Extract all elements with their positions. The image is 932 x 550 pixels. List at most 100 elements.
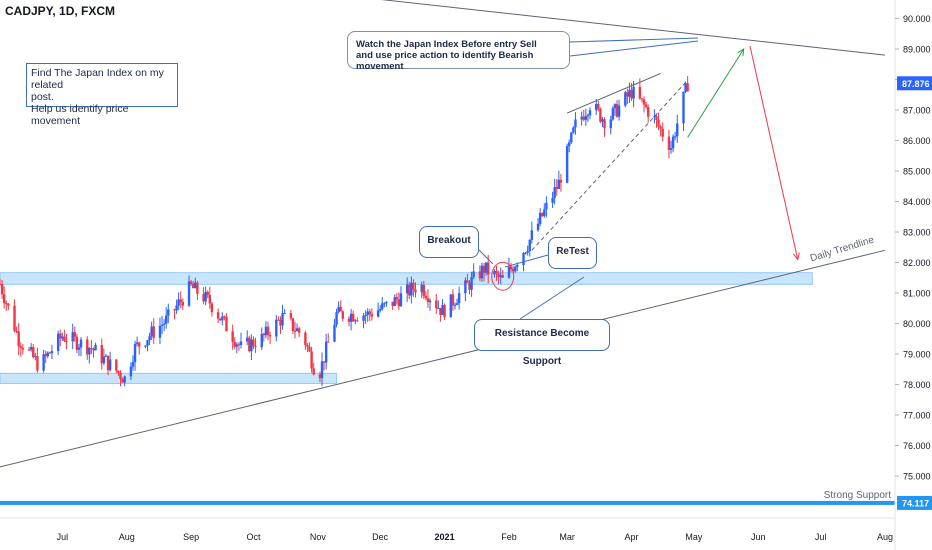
candle-body — [94, 345, 97, 351]
candle-body — [530, 230, 534, 240]
y-tick-label: 79.000 — [903, 350, 931, 360]
zones-layer: Strong Support — [0, 272, 895, 505]
candle-body — [268, 335, 272, 337]
candle-body — [233, 341, 236, 347]
candle-body — [642, 99, 646, 105]
candle-body — [543, 209, 546, 217]
x-tick-label: Jun — [751, 532, 766, 542]
candle-body — [129, 366, 133, 377]
breakout-circle — [491, 261, 515, 291]
y-tick-label: 77.000 — [903, 411, 931, 421]
x-tick-label: Sep — [183, 532, 199, 542]
candle-body — [617, 105, 621, 117]
candle-body — [281, 313, 284, 326]
candle-body — [2, 294, 6, 304]
candle-body — [557, 179, 561, 190]
candle-body — [322, 361, 326, 363]
candle-body — [603, 119, 606, 129]
x-tick-label: Nov — [310, 532, 327, 542]
wedge-top-line — [566, 72, 661, 114]
candle-body — [44, 354, 47, 357]
candle-body — [254, 346, 257, 348]
candle-body — [158, 325, 162, 338]
candle-body — [304, 332, 307, 346]
candle-body — [497, 273, 500, 278]
candle-body — [391, 301, 394, 306]
x-tick-label: May — [685, 532, 703, 542]
candle-body — [414, 289, 417, 293]
candle-body — [0, 283, 2, 285]
bullish-projection-head — [737, 48, 745, 57]
candle-body — [133, 343, 137, 363]
candle-body — [146, 340, 149, 346]
y-tick-label: 81.000 — [903, 289, 931, 299]
y-tick-label: 87.000 — [903, 106, 931, 116]
candle-body — [669, 148, 673, 150]
strong-support-line — [0, 500, 895, 505]
candle-body — [46, 352, 49, 357]
candle-body — [21, 347, 25, 350]
candle-body — [235, 344, 239, 347]
candle-body — [551, 197, 554, 203]
candle-body — [266, 326, 270, 336]
candle-body — [466, 280, 469, 283]
candle-body — [196, 282, 199, 294]
candle-body — [102, 356, 106, 364]
candle-body — [187, 281, 191, 306]
candle-body — [189, 281, 193, 284]
candle-body — [501, 275, 504, 278]
candle-body — [640, 98, 644, 100]
candle-body — [526, 250, 529, 253]
candle-body — [144, 345, 147, 347]
daily-trendline-label: Daily Trendline — [809, 234, 876, 264]
candle-body — [601, 119, 604, 122]
candle-body — [48, 352, 52, 354]
candle-body — [277, 319, 280, 321]
candle-body — [92, 348, 95, 351]
candle-body — [223, 316, 226, 318]
y-tick-label: 75.000 — [903, 472, 931, 482]
note-line-1: Find The Japan Index on my related — [31, 67, 164, 91]
candle-body — [451, 294, 455, 306]
current-price-tag-text: 87.876 — [902, 79, 930, 89]
candle-body — [73, 332, 76, 337]
candle-body — [150, 326, 153, 337]
candle-body — [310, 351, 313, 369]
candle-body — [351, 313, 355, 322]
candle-body — [295, 328, 299, 331]
y-tick-label: 84.000 — [903, 197, 931, 207]
candle-body — [17, 331, 20, 347]
candle-body — [528, 239, 531, 251]
candle-body — [655, 116, 658, 120]
y-tick-label: 82.000 — [903, 258, 931, 268]
candle-body — [121, 379, 124, 383]
candle-body — [32, 347, 35, 358]
top-note-pointer-a — [569, 37, 699, 43]
candle-body — [574, 119, 577, 128]
candle-body — [370, 314, 374, 317]
candle-body — [424, 295, 428, 299]
candle-body — [210, 303, 214, 313]
candle-body — [453, 304, 457, 306]
note-line-3: Help us identify price movement — [31, 103, 129, 127]
candle-body — [595, 104, 598, 111]
candle-body — [626, 92, 629, 97]
candle-body — [194, 282, 197, 289]
resistance-support-zone — [0, 272, 813, 285]
candle-body — [480, 265, 484, 279]
overlay-layer — [476, 37, 800, 320]
candle-body — [553, 187, 556, 198]
candle-body — [646, 107, 650, 117]
candle-body — [312, 368, 315, 375]
bullish-projection — [687, 48, 745, 138]
candle-body — [164, 315, 168, 324]
candle-body — [246, 337, 249, 342]
candles-layer — [0, 75, 689, 387]
candle-body — [225, 316, 228, 332]
y-tick-label: 78.000 — [903, 380, 931, 390]
x-tick-label: Oct — [246, 532, 261, 542]
candle-body — [283, 313, 286, 315]
candle-body — [289, 313, 293, 319]
